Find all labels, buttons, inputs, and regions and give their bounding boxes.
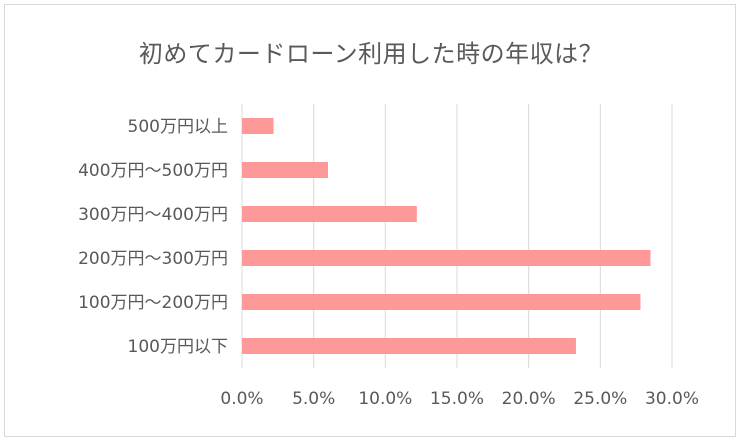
x-tick-label: 10.0% [358, 389, 412, 409]
category-labels: 500万円以上 400万円～500万円 300万円～400万円 200万円～300万円… [78, 117, 228, 357]
chart-title: 初めてカードローン利用した時の年収は？ [138, 40, 604, 68]
category-label: 100万円～200万円 [78, 293, 228, 313]
x-tick-label: 30.0% [645, 389, 699, 409]
bar [242, 294, 641, 310]
category-label: 300万円～400万円 [78, 205, 228, 225]
category-label: 100万円以下 [128, 337, 228, 357]
x-tick-label: 25.0% [573, 389, 627, 409]
gridlines [241, 104, 673, 368]
x-tick-label: 15.0% [430, 389, 484, 409]
bar [242, 250, 651, 266]
x-tick-labels: 0.0% 5.0% 10.0% 15.0% 20.0% 25.0% 30.0% [220, 389, 699, 409]
x-tick-label: 0.0% [220, 389, 263, 409]
category-label: 500万円以上 [128, 117, 228, 137]
bar [242, 206, 417, 222]
x-tick-label: 5.0% [292, 389, 335, 409]
x-tick-label: 20.0% [502, 389, 556, 409]
bars [242, 118, 651, 354]
bar [242, 162, 328, 178]
bar [242, 118, 274, 134]
category-label: 400万円～500万円 [78, 161, 228, 181]
category-label: 200万円～300万円 [78, 249, 228, 269]
bar [242, 338, 576, 354]
